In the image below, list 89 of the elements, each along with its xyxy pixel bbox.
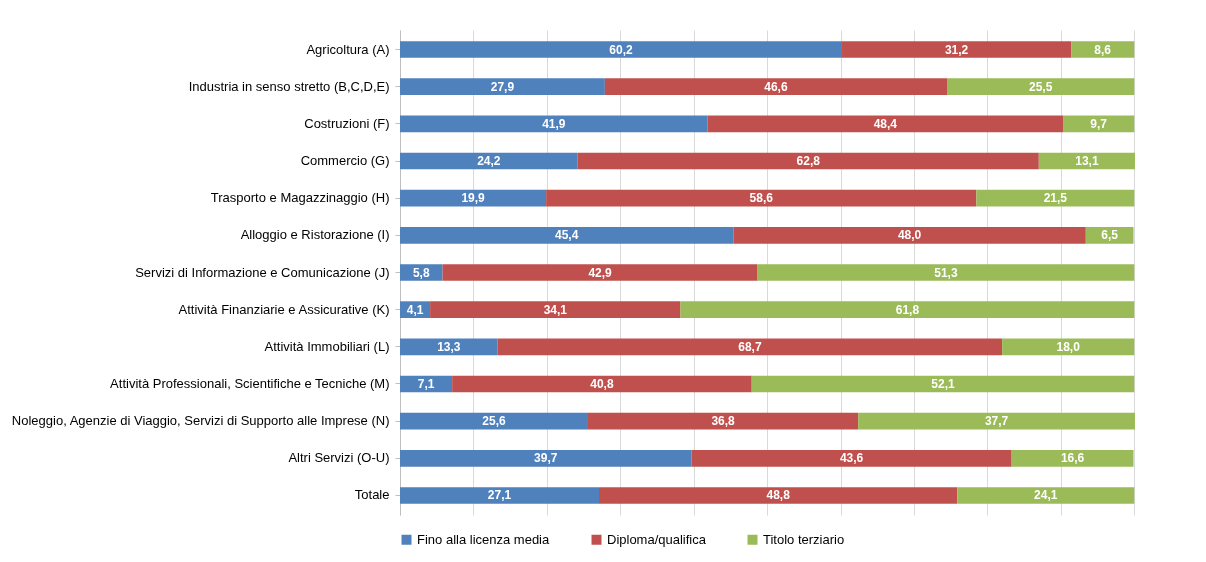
bar [1071, 41, 1135, 58]
y-tick-label: Costruzioni (F) [304, 115, 390, 131]
y-tick-label: Industria in senso stretto (B,C,D,E) [188, 78, 390, 94]
bar [400, 189, 547, 207]
data-label: 34,1 [543, 302, 568, 317]
y-tick-label: Attività Immobiliari (L) [264, 338, 390, 354]
bar [1063, 115, 1135, 133]
data-label: 39,7 [534, 451, 558, 466]
data-label: 27,9 [490, 79, 515, 94]
bar [400, 412, 588, 430]
bar [400, 152, 578, 170]
data-label: 60,2 [609, 42, 634, 57]
y-tick-label: Commercio (G) [300, 153, 390, 169]
legend-label: Titolo terziario [763, 531, 845, 547]
data-label: 13,1 [1075, 154, 1099, 169]
y-tick-label: Servizi di Informazione e Comunicazione (J) [135, 264, 390, 280]
data-label: 21,5 [1043, 191, 1068, 206]
bar [604, 78, 948, 96]
legend-label: Diploma/qualifica [607, 531, 707, 547]
data-label: 36,8 [711, 414, 736, 429]
bar [400, 487, 599, 504]
data-label: 46,6 [764, 79, 788, 94]
data-label: 62,8 [796, 154, 821, 169]
data-label: 7,1 [417, 376, 435, 391]
data-label: 52,1 [931, 376, 955, 391]
data-label: 58,6 [749, 191, 774, 206]
data-label: 9,7 [1090, 116, 1108, 131]
data-label: 31,2 [944, 42, 969, 57]
bar [976, 189, 1135, 207]
data-label: 68,7 [738, 339, 762, 354]
y-tick-label: Agricoltura (A) [306, 41, 390, 57]
data-label: 8,6 [1094, 42, 1112, 57]
bar [587, 412, 859, 430]
data-label: 42,9 [588, 265, 613, 280]
bar [400, 338, 498, 356]
y-tick-label: Attività Finanziarie e Assicurative (K) [178, 301, 390, 317]
bar [842, 41, 1072, 58]
data-label: 25,5 [1028, 79, 1053, 94]
data-label: 18,0 [1056, 339, 1081, 354]
y-tick-label: Trasporto e Magazzinaggio (H) [210, 190, 390, 206]
bar [400, 78, 605, 96]
bar [957, 487, 1135, 504]
data-label: 24,2 [477, 154, 501, 169]
data-label: 48,4 [873, 116, 898, 131]
data-label: 48,0 [897, 228, 922, 243]
bar [1002, 338, 1135, 356]
data-label: 61,8 [895, 302, 920, 317]
bar [430, 301, 681, 319]
bar [400, 41, 843, 58]
data-label: 5,8 [412, 265, 430, 280]
bar [707, 115, 1064, 133]
bar [947, 78, 1135, 96]
y-tick-label: Alloggio e Ristorazione (I) [240, 227, 390, 243]
y-tick-label: Altri Servizi (O-U) [288, 450, 390, 466]
bar [400, 449, 692, 467]
bar [1011, 449, 1134, 467]
bar [577, 152, 1039, 170]
bar [598, 487, 958, 504]
data-label: 6,5 [1101, 228, 1119, 243]
bar [400, 115, 708, 133]
data-label: 19,9 [461, 191, 486, 206]
data-label: 4,1 [406, 302, 424, 317]
data-label: 40,8 [590, 376, 614, 391]
data-label: 45,4 [555, 228, 579, 243]
data-label: 37,7 [984, 414, 1009, 429]
bar [751, 375, 1135, 393]
data-label: 43,6 [839, 451, 864, 466]
y-tick-label: Attività Professionali, Scientifiche e Tecniche (M) [110, 375, 390, 391]
data-label: 24,1 [1034, 488, 1058, 503]
data-label: 48,8 [766, 488, 791, 503]
data-label: 13,3 [437, 339, 461, 354]
data-label: 27,1 [487, 488, 512, 503]
bar [452, 375, 752, 393]
bar [680, 301, 1135, 319]
legend-label: Fino alla licenza media [417, 531, 550, 547]
bar [858, 412, 1135, 430]
bar [442, 264, 758, 281]
data-label: 51,3 [934, 265, 958, 280]
bar [733, 226, 1086, 244]
y-tick-label: Totale [354, 487, 390, 503]
data-label: 41,9 [542, 116, 566, 131]
data-label: 16,6 [1060, 451, 1085, 466]
bar [497, 338, 1003, 356]
bar [757, 264, 1135, 281]
bar [546, 189, 977, 207]
bar [691, 449, 1012, 467]
bar [400, 226, 734, 244]
y-tick-label: Noleggio, Agenzie di Viaggio, Servizi di Supporto alle Imprese (N) [11, 413, 390, 429]
data-label: 25,6 [482, 414, 506, 429]
